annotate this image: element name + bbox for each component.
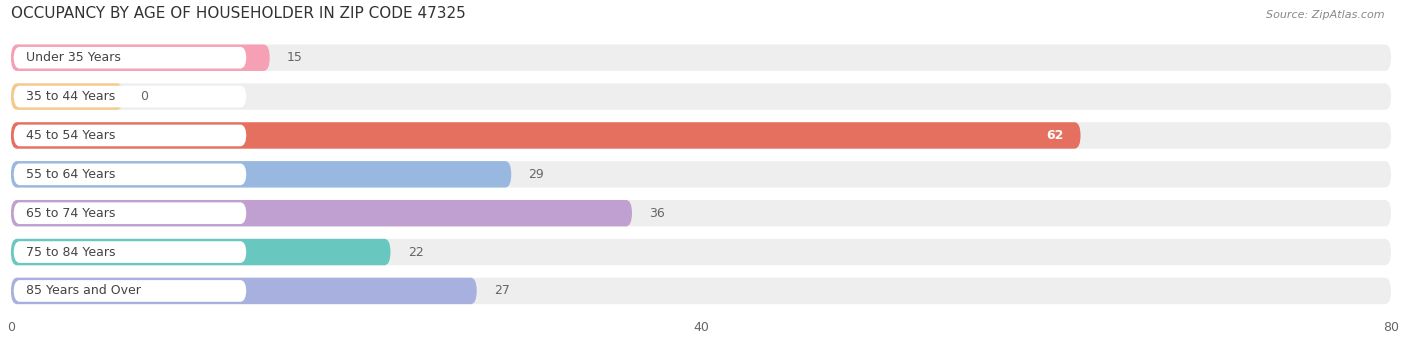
FancyBboxPatch shape xyxy=(14,241,246,263)
Text: 27: 27 xyxy=(494,284,510,297)
Text: 85 Years and Over: 85 Years and Over xyxy=(27,284,142,297)
FancyBboxPatch shape xyxy=(11,83,1391,110)
Text: 45 to 54 Years: 45 to 54 Years xyxy=(27,129,115,142)
Text: OCCUPANCY BY AGE OF HOUSEHOLDER IN ZIP CODE 47325: OCCUPANCY BY AGE OF HOUSEHOLDER IN ZIP C… xyxy=(11,6,465,21)
FancyBboxPatch shape xyxy=(14,163,246,185)
FancyBboxPatch shape xyxy=(11,200,1391,226)
FancyBboxPatch shape xyxy=(11,83,124,110)
Text: 55 to 64 Years: 55 to 64 Years xyxy=(27,168,115,181)
Text: 36: 36 xyxy=(650,207,665,220)
FancyBboxPatch shape xyxy=(11,239,391,265)
FancyBboxPatch shape xyxy=(11,278,1391,304)
FancyBboxPatch shape xyxy=(14,86,246,107)
Text: 65 to 74 Years: 65 to 74 Years xyxy=(27,207,115,220)
FancyBboxPatch shape xyxy=(11,278,477,304)
FancyBboxPatch shape xyxy=(14,202,246,224)
FancyBboxPatch shape xyxy=(11,161,1391,188)
Text: 22: 22 xyxy=(408,246,423,258)
FancyBboxPatch shape xyxy=(11,161,512,188)
Text: 35 to 44 Years: 35 to 44 Years xyxy=(27,90,115,103)
FancyBboxPatch shape xyxy=(14,280,246,302)
Text: Source: ZipAtlas.com: Source: ZipAtlas.com xyxy=(1267,10,1385,20)
FancyBboxPatch shape xyxy=(11,44,1391,71)
Text: 0: 0 xyxy=(141,90,148,103)
FancyBboxPatch shape xyxy=(11,44,270,71)
Text: 62: 62 xyxy=(1046,129,1063,142)
Text: Under 35 Years: Under 35 Years xyxy=(27,51,121,64)
FancyBboxPatch shape xyxy=(11,239,1391,265)
FancyBboxPatch shape xyxy=(14,124,246,146)
FancyBboxPatch shape xyxy=(11,200,631,226)
FancyBboxPatch shape xyxy=(11,122,1081,149)
FancyBboxPatch shape xyxy=(14,47,246,69)
Text: 75 to 84 Years: 75 to 84 Years xyxy=(27,246,115,258)
FancyBboxPatch shape xyxy=(11,122,1391,149)
Text: 29: 29 xyxy=(529,168,544,181)
Text: 15: 15 xyxy=(287,51,302,64)
